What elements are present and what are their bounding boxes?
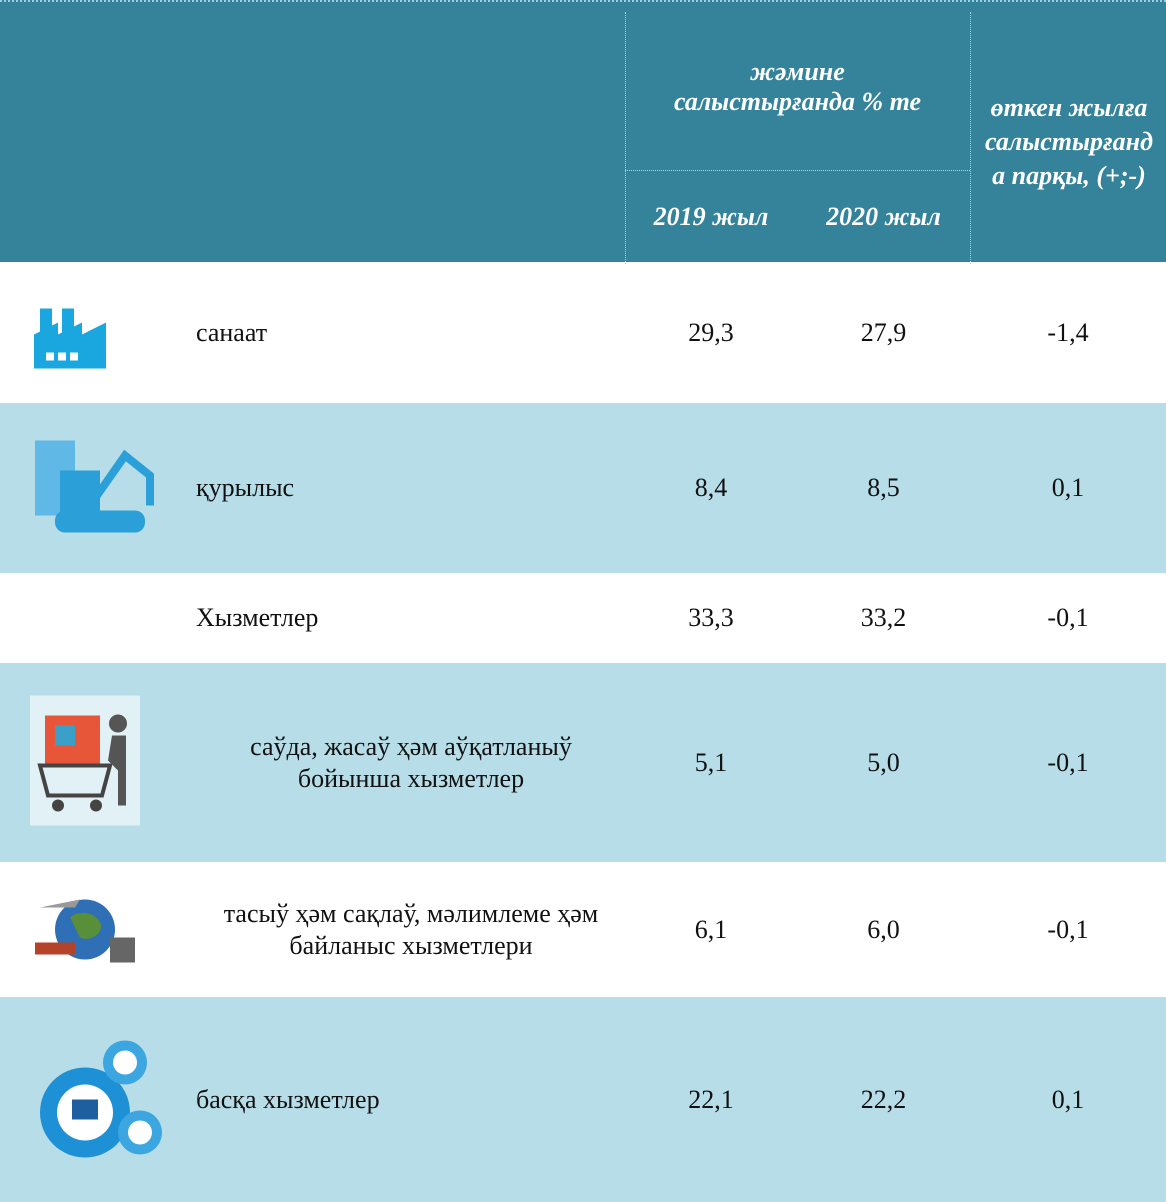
row-label-cell: саўда, жасаў ҳәм аўқатланыў бойынша хызм… bbox=[196, 663, 626, 862]
row-label-cell: Хызметлер bbox=[196, 573, 626, 663]
row-label: тасыў ҳәм сақлаў, мәлимлеме ҳәм байланыс… bbox=[196, 898, 626, 962]
value-cell: 33,2 bbox=[797, 573, 970, 663]
diff-title: өткен жылға салыстырғанда парқы, (+;-) bbox=[972, 42, 1166, 242]
row-label: қурылыс bbox=[196, 472, 294, 504]
year-header: 2019 жыл bbox=[625, 170, 797, 264]
row-label: басқа хызметлер bbox=[196, 1084, 380, 1116]
table-row: тасыў ҳәм сақлаў, мәлимлеме ҳәм байланыс… bbox=[0, 862, 1166, 997]
value-cell: 22,1 bbox=[625, 997, 797, 1202]
row-label: санаат bbox=[196, 317, 267, 349]
page: жәмине салыстырғанда % те 2019 жыл 2020 … bbox=[0, 0, 1166, 1202]
value-cell: 33,3 bbox=[625, 573, 797, 663]
group-title: жәмине салыстырғанда % те bbox=[625, 32, 970, 142]
value-cell: 5,0 bbox=[797, 663, 970, 862]
value-cell: 22,2 bbox=[797, 997, 970, 1202]
value-cell: 29,3 bbox=[625, 262, 797, 403]
row-label: саўда, жасаў ҳәм аўқатланыў бойынша хызм… bbox=[196, 731, 626, 795]
separator bbox=[970, 12, 971, 264]
row-label-cell: санаат bbox=[196, 262, 626, 403]
year-header: 2020 жыл bbox=[797, 170, 970, 264]
value-cell: 27,9 bbox=[797, 262, 970, 403]
value-cell: 6,1 bbox=[625, 862, 797, 997]
value-cell: 8,4 bbox=[625, 403, 797, 573]
row-icon bbox=[30, 695, 140, 830]
row-icon bbox=[30, 431, 160, 546]
row-label-cell: тасыў ҳәм сақлаў, мәлимлеме ҳәм байланыс… bbox=[196, 862, 626, 997]
value-cell: 6,0 bbox=[797, 862, 970, 997]
value-cell: 5,1 bbox=[625, 663, 797, 862]
value-cell: -0,1 bbox=[970, 663, 1166, 862]
value-cell: 8,5 bbox=[797, 403, 970, 573]
value-cell: -1,4 bbox=[970, 262, 1166, 403]
table-header: жәмине салыстырғанда % те 2019 жыл 2020 … bbox=[0, 0, 1166, 262]
value-cell: 0,1 bbox=[970, 403, 1166, 573]
value-cell: -0,1 bbox=[970, 573, 1166, 663]
row-label: Хызметлер bbox=[196, 602, 318, 634]
table-row: саўда, жасаў ҳәм аўқатланыў бойынша хызм… bbox=[0, 663, 1166, 862]
row-icon bbox=[30, 1027, 170, 1172]
row-icon bbox=[30, 887, 140, 972]
value-cell: -0,1 bbox=[970, 862, 1166, 997]
row-icon bbox=[30, 290, 110, 375]
row-label-cell: қурылыс bbox=[196, 403, 626, 573]
row-label-cell: басқа хызметлер bbox=[196, 997, 626, 1202]
value-cell: 0,1 bbox=[970, 997, 1166, 1202]
